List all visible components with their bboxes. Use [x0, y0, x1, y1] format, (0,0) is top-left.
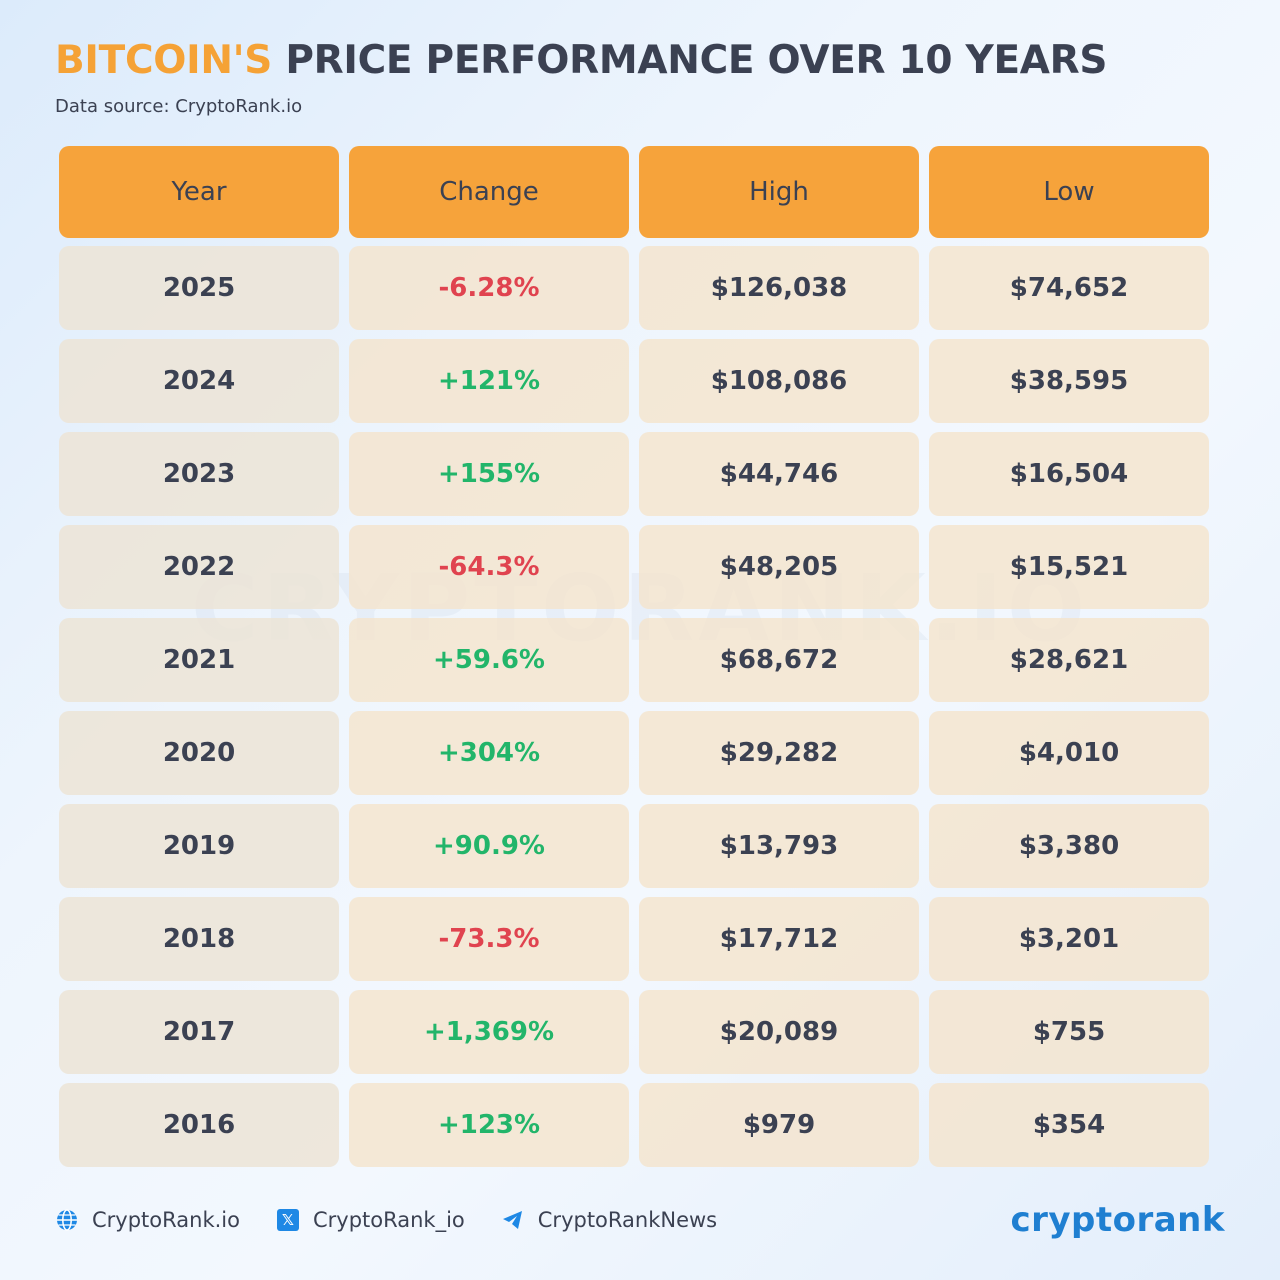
cell-year: 2017: [59, 990, 339, 1074]
footer-telegram-label: CryptoRankNews: [537, 1208, 718, 1232]
cell-change: +304%: [349, 711, 629, 795]
cell-low: $3,380: [929, 804, 1209, 888]
title-highlight: BITCOIN'S: [55, 38, 273, 83]
cell-year: 2022: [59, 525, 339, 609]
column-header-change: Change: [349, 146, 629, 238]
column-header-year: Year: [59, 146, 339, 238]
data-source: Data source: CryptoRank.io: [55, 96, 303, 117]
cell-high: $126,038: [639, 246, 919, 330]
cell-change: -6.28%: [349, 246, 629, 330]
cell-low: $3,201: [929, 897, 1209, 981]
cell-high: $108,086: [639, 339, 919, 423]
cell-year: 2021: [59, 618, 339, 702]
footer: CryptoRank.io 𝕏 CryptoRank_io CryptoRank…: [55, 1208, 753, 1232]
cell-year: 2025: [59, 246, 339, 330]
x-logo-icon: 𝕏: [276, 1208, 300, 1232]
cell-low: $755: [929, 990, 1209, 1074]
cell-change: +59.6%: [349, 618, 629, 702]
footer-website-link[interactable]: CryptoRank.io: [55, 1208, 240, 1232]
cell-change: +90.9%: [349, 804, 629, 888]
price-table: Year Change High Low 2025 -6.28% $126,038 $74,6…: [59, 146, 1209, 1176]
cell-year: 2023: [59, 432, 339, 516]
cell-low: $4,010: [929, 711, 1209, 795]
cell-year: 2019: [59, 804, 339, 888]
title-rest: PRICE PERFORMANCE OVER 10 YEARS: [285, 38, 1108, 83]
cell-high: $13,793: [639, 804, 919, 888]
column-header-low: Low: [929, 146, 1209, 238]
cell-high: $20,089: [639, 990, 919, 1074]
column-header-high: High: [639, 146, 919, 238]
cell-change: +1,369%: [349, 990, 629, 1074]
cell-low: $74,652: [929, 246, 1209, 330]
footer-website-label: CryptoRank.io: [92, 1208, 240, 1232]
footer-telegram-link[interactable]: CryptoRankNews: [501, 1208, 717, 1232]
cell-year: 2020: [59, 711, 339, 795]
cell-low: $354: [929, 1083, 1209, 1167]
brand-logo: cryptorank: [1010, 1200, 1225, 1240]
footer-twitter-label: CryptoRank_io: [312, 1208, 465, 1232]
telegram-icon: [501, 1208, 525, 1232]
globe-icon: [55, 1208, 79, 1232]
cell-change: +121%: [349, 339, 629, 423]
cell-year: 2016: [59, 1083, 339, 1167]
cell-high: $68,672: [639, 618, 919, 702]
cell-change: +123%: [349, 1083, 629, 1167]
cell-low: $28,621: [929, 618, 1209, 702]
cell-high: $17,712: [639, 897, 919, 981]
cell-change: -64.3%: [349, 525, 629, 609]
cell-high: $29,282: [639, 711, 919, 795]
cell-high: $979: [639, 1083, 919, 1167]
cell-year: 2024: [59, 339, 339, 423]
cell-change: -73.3%: [349, 897, 629, 981]
cell-high: $44,746: [639, 432, 919, 516]
footer-twitter-link[interactable]: 𝕏 CryptoRank_io: [276, 1208, 465, 1232]
cell-high: $48,205: [639, 525, 919, 609]
cell-low: $16,504: [929, 432, 1209, 516]
cell-low: $15,521: [929, 525, 1209, 609]
cell-low: $38,595: [929, 339, 1209, 423]
cell-change: +155%: [349, 432, 629, 516]
cell-year: 2018: [59, 897, 339, 981]
page-title: BITCOIN'S PRICE PERFORMANCE OVER 10 YEAR…: [55, 38, 1107, 83]
